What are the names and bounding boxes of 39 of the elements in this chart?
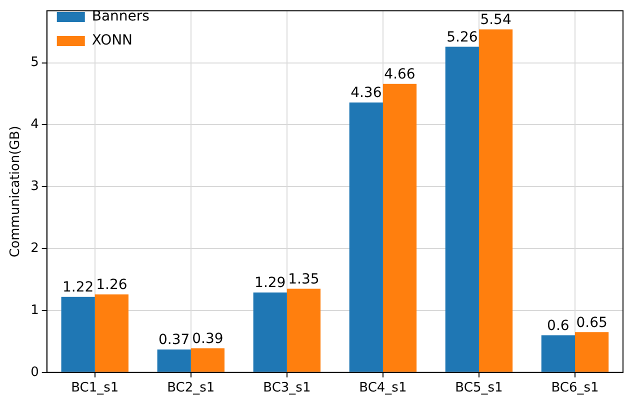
- y-tick-label: 3: [30, 179, 39, 194]
- x-tick-label: BC3_s1: [263, 380, 311, 396]
- bar: [157, 349, 191, 372]
- x-tick-label: BC5_s1: [455, 380, 503, 396]
- data-label: 1.26: [96, 277, 128, 294]
- data-label: 0.65: [576, 314, 608, 331]
- bar: [253, 292, 287, 372]
- y-axis-title: Communication(GB): [8, 126, 24, 258]
- x-tick-label: BC4_s1: [359, 380, 407, 396]
- y-tick-label: 4: [30, 117, 39, 132]
- y-tick-label: 2: [30, 240, 39, 256]
- bar: [478, 29, 513, 372]
- bar: [61, 296, 95, 372]
- data-label: 0.6: [547, 318, 570, 334]
- bar: [190, 348, 225, 372]
- legend-label: XONN: [92, 32, 133, 49]
- bar: [445, 46, 479, 372]
- legend-label: Banners: [92, 8, 150, 25]
- bar: [382, 84, 417, 372]
- data-label: 1.35: [288, 271, 320, 288]
- bar: [286, 288, 321, 372]
- data-label: 5.26: [446, 29, 478, 46]
- data-label: 5.54: [480, 12, 512, 28]
- y-tick-label: 0: [30, 364, 39, 380]
- x-tick-label: BC2_s1: [167, 380, 215, 396]
- bar: [541, 335, 575, 372]
- y-tick-label: 5: [30, 55, 39, 70]
- data-label: 4.36: [350, 85, 382, 102]
- y-tick-label: 1: [30, 302, 39, 318]
- data-label: 1.29: [254, 275, 286, 292]
- x-tick-label: BC1_s1: [71, 380, 119, 396]
- data-label: 4.66: [384, 66, 416, 83]
- bar: [574, 332, 609, 372]
- data-label: 0.37: [158, 332, 190, 348]
- data-label: 0.39: [192, 330, 224, 347]
- bar: [349, 102, 383, 372]
- x-tick-label: BC6_s1: [551, 380, 599, 396]
- bar: [94, 294, 128, 372]
- data-label: 1.22: [62, 280, 94, 296]
